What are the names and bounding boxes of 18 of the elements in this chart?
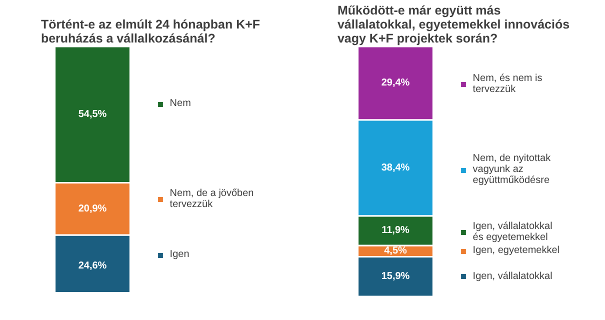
- data-label: 4,5%: [384, 246, 408, 257]
- chart-title: Működött-e már együtt más vállalatokkal, egyetemekkel innovációs vagy K+F projektek során?: [337, 4, 570, 46]
- data-label: 15,9%: [381, 271, 410, 282]
- data-label: 29,4%: [381, 78, 410, 89]
- data-label: 38,4%: [381, 162, 410, 174]
- data-label: 11,9%: [382, 225, 410, 236]
- legend-label: Igen, vállalatokkal és egyetemekkel: [472, 220, 552, 243]
- legend-label: Igen: [170, 248, 190, 261]
- data-label: 20,9%: [78, 203, 107, 214]
- legend-label: Nem, de a jövőben tervezzük: [170, 188, 254, 210]
- chart-title: Történt-e az elmúlt 24 hónapban K+F beruházás a vállalkozásánál?: [40, 18, 260, 46]
- legend-label: Nem, és nem is tervezzük: [472, 73, 542, 96]
- legend-label: Nem, de nyitottak vagyunk az együttműködésre: [472, 153, 551, 186]
- data-label: 24,6%: [78, 260, 107, 272]
- legend-label: Nem: [170, 98, 191, 110]
- legend-label: Igen, egyetemekkel: [472, 244, 560, 257]
- legend-label: Igen, vállalatokkal: [472, 270, 552, 282]
- data-label: 54,5%: [78, 109, 107, 120]
